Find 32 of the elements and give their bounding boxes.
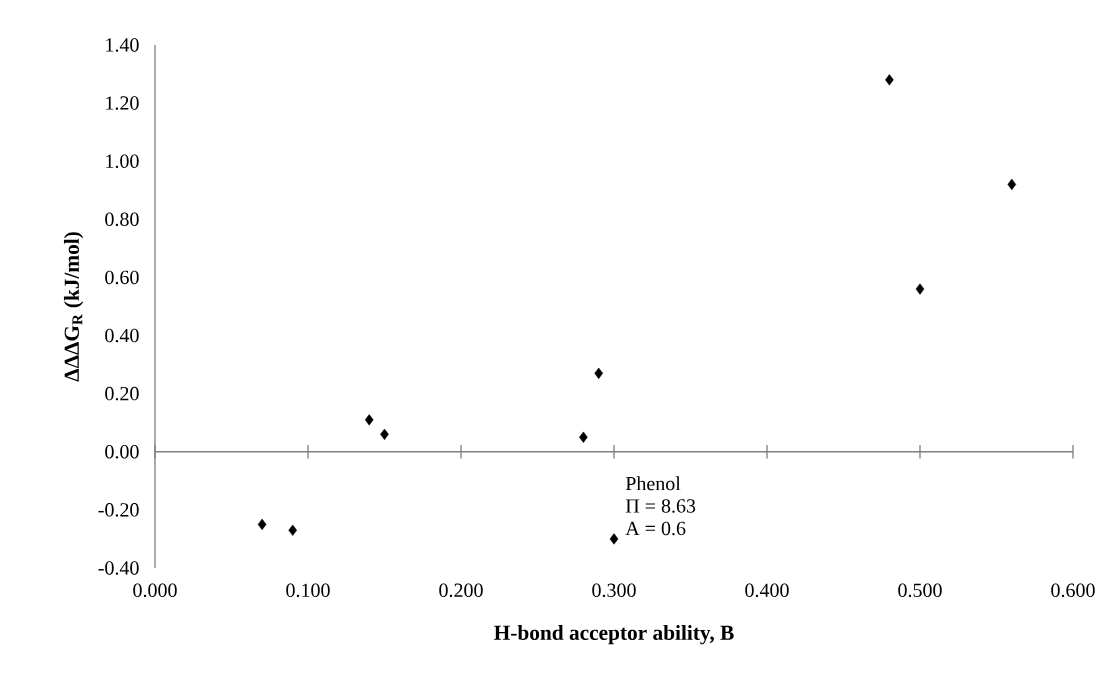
point [885, 74, 894, 86]
y-tick-label: 0.40 [105, 328, 139, 343]
x-tick-label: 0.300 [592, 583, 636, 598]
x-tick-label: 0.000 [133, 583, 177, 598]
y-tick-label: 1.20 [106, 96, 139, 110]
point [364, 414, 374, 426]
point [579, 431, 588, 443]
y-tick-label: 0.00 [105, 444, 139, 459]
x-tick-label: 0.100 [286, 583, 330, 598]
x-tick-label: 0.500 [898, 583, 942, 598]
y-tick-label: -0.40 [98, 561, 139, 575]
x-tick-label: 0.400 [745, 583, 789, 598]
y-tick-label: 0.60 [105, 270, 139, 285]
x-tick-label: 0.200 [439, 583, 483, 598]
annotation: A = 0.6 [625, 521, 686, 536]
y-tick-label: 0.20 [105, 386, 139, 401]
x-tick-label: 0.600 [1051, 583, 1095, 598]
point [380, 428, 389, 440]
y-tick-label: 1.00 [106, 154, 139, 169]
point [1007, 178, 1017, 191]
point [594, 367, 603, 379]
annotation: Phenol [625, 476, 681, 491]
y-axis-title: ΔΔΔG$_{R}$ (kJ/mol) [63, 232, 84, 382]
x-axis-title: H-bond acceptor ability, B [494, 624, 734, 645]
point [288, 524, 297, 536]
annotation: Π = 8.63 [625, 499, 696, 513]
point [257, 518, 267, 531]
y-tick-label: 0.80 [105, 212, 139, 227]
y-tick-label: 1.40 [106, 38, 139, 52]
point [609, 533, 619, 545]
point [915, 283, 925, 295]
y-tick-label: -0.20 [98, 503, 139, 517]
